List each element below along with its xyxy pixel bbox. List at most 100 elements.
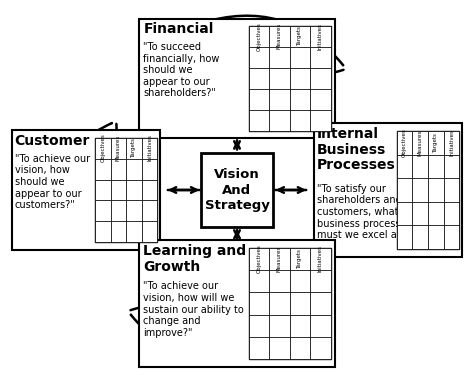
Bar <box>412 178 428 202</box>
Bar <box>95 201 110 222</box>
Text: Objectives: Objectives <box>256 245 262 273</box>
Bar <box>269 293 290 315</box>
Bar <box>290 110 310 131</box>
Text: "To achieve our
vision, how will we
sustain our ability to
change and
improve?": "To achieve our vision, how will we sust… <box>143 281 244 338</box>
Bar <box>126 222 142 242</box>
FancyArrowPatch shape <box>131 315 274 364</box>
Bar <box>249 248 269 270</box>
Bar <box>310 293 331 315</box>
Bar <box>310 337 331 359</box>
Bar <box>12 130 160 250</box>
Bar <box>310 248 331 270</box>
Bar <box>310 68 331 89</box>
Bar <box>428 202 444 225</box>
Text: Measures: Measures <box>116 135 121 161</box>
Bar <box>249 26 331 131</box>
Text: Initiatives: Initiatives <box>147 135 152 162</box>
Bar <box>310 26 331 47</box>
Text: "To succeed
financially, how
should we
appear to our
shareholders?": "To succeed financially, how should we a… <box>143 42 220 98</box>
FancyArrowPatch shape <box>200 16 343 65</box>
Text: Objectives: Objectives <box>100 134 105 162</box>
Text: Measures: Measures <box>418 130 423 156</box>
FancyArrowPatch shape <box>357 138 428 256</box>
Bar <box>269 270 290 293</box>
Bar <box>95 222 110 242</box>
Bar <box>444 202 459 225</box>
Bar <box>412 155 428 178</box>
Text: Learning and
Growth: Learning and Growth <box>143 244 246 274</box>
Bar <box>249 337 269 359</box>
Bar <box>412 225 428 249</box>
FancyArrowPatch shape <box>42 123 112 241</box>
Text: "To satisfy our
shareholders and
customers, what
business processes
must we exce: "To satisfy our shareholders and custome… <box>317 184 411 240</box>
Bar <box>290 89 310 110</box>
Text: Objectives: Objectives <box>402 128 407 157</box>
Text: Initiatives: Initiatives <box>318 245 323 272</box>
Bar <box>269 26 290 47</box>
FancyArrowPatch shape <box>46 124 117 242</box>
Bar <box>139 240 335 367</box>
Bar <box>444 155 459 178</box>
Bar <box>428 178 444 202</box>
Bar <box>397 131 459 249</box>
Bar <box>95 158 110 179</box>
Bar <box>110 201 126 222</box>
Bar <box>142 201 157 222</box>
Bar <box>310 110 331 131</box>
Bar <box>110 158 126 179</box>
Bar <box>310 315 331 337</box>
Bar <box>249 26 269 47</box>
Bar <box>397 178 412 202</box>
Bar <box>397 202 412 225</box>
Bar <box>397 225 412 249</box>
Bar <box>412 202 428 225</box>
Bar <box>290 26 310 47</box>
Bar <box>126 201 142 222</box>
Bar <box>444 131 459 155</box>
Bar <box>269 89 290 110</box>
Bar <box>201 153 273 227</box>
Bar <box>290 68 310 89</box>
Bar <box>269 110 290 131</box>
Text: Internal
Business
Processes: Internal Business Processes <box>317 127 395 172</box>
Bar <box>290 248 310 270</box>
Bar <box>249 315 269 337</box>
Bar <box>126 138 142 158</box>
Bar <box>139 19 335 138</box>
Text: Targets: Targets <box>433 133 438 153</box>
Text: Targets: Targets <box>131 138 137 158</box>
Bar <box>269 337 290 359</box>
Bar <box>95 179 110 201</box>
Bar <box>444 225 459 249</box>
Bar <box>95 138 110 158</box>
Bar <box>249 89 269 110</box>
Bar <box>249 110 269 131</box>
Bar <box>428 155 444 178</box>
Bar <box>269 68 290 89</box>
Text: Targets: Targets <box>297 26 302 46</box>
Bar <box>428 225 444 249</box>
Bar <box>310 47 331 68</box>
Bar <box>126 158 142 179</box>
Bar <box>249 68 269 89</box>
Text: Customer: Customer <box>15 134 90 148</box>
Text: Measures: Measures <box>277 246 282 272</box>
Bar <box>249 293 269 315</box>
Bar <box>310 270 331 293</box>
Bar <box>249 270 269 293</box>
Bar <box>397 131 412 155</box>
Text: Targets: Targets <box>297 249 302 269</box>
Text: Initiatives: Initiatives <box>318 23 323 50</box>
Bar <box>269 315 290 337</box>
Bar <box>290 270 310 293</box>
Bar <box>142 158 157 179</box>
Bar <box>269 248 290 270</box>
Bar <box>290 47 310 68</box>
Bar <box>249 47 269 68</box>
Text: Objectives: Objectives <box>256 22 262 51</box>
Bar <box>142 222 157 242</box>
Bar <box>110 222 126 242</box>
Bar <box>269 47 290 68</box>
Text: Financial: Financial <box>143 22 214 36</box>
Bar <box>142 138 157 158</box>
